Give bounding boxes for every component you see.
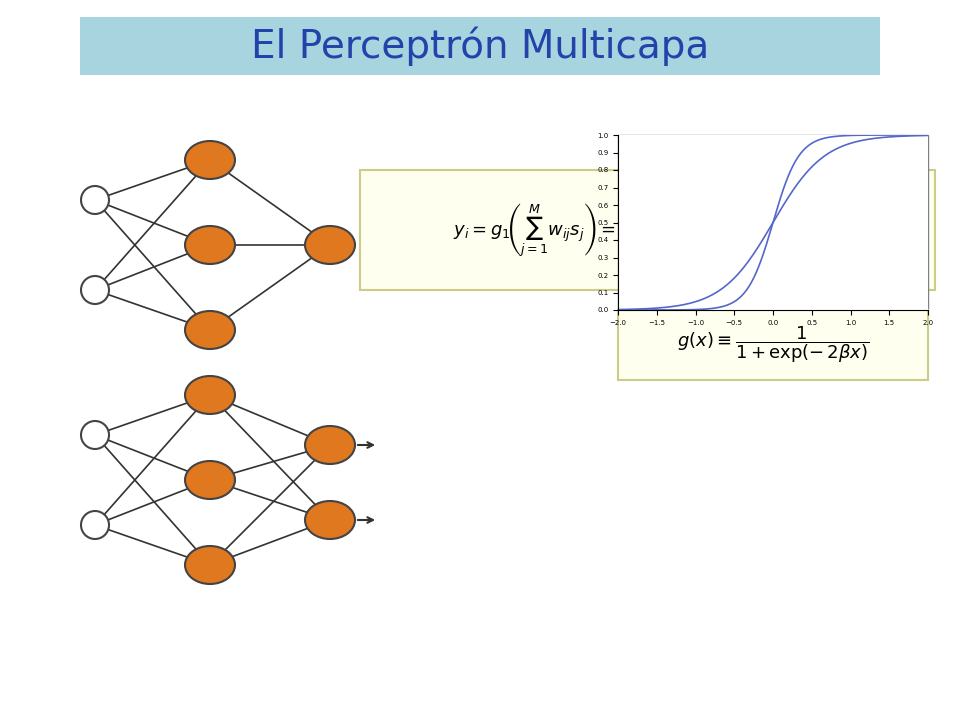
Circle shape	[81, 186, 109, 214]
Ellipse shape	[305, 226, 355, 264]
FancyBboxPatch shape	[618, 310, 928, 380]
Text: $g(x) \equiv \dfrac{1}{1+\exp(-\,2\beta x)}$: $g(x) \equiv \dfrac{1}{1+\exp(-\,2\beta …	[677, 325, 870, 365]
Ellipse shape	[185, 376, 235, 414]
Ellipse shape	[185, 546, 235, 584]
Circle shape	[81, 511, 109, 539]
Ellipse shape	[185, 141, 235, 179]
Text: El Perceptrón Multicapa: El Perceptrón Multicapa	[251, 26, 709, 66]
Circle shape	[81, 421, 109, 449]
Ellipse shape	[305, 426, 355, 464]
Circle shape	[81, 276, 109, 304]
FancyBboxPatch shape	[80, 17, 880, 75]
Ellipse shape	[185, 461, 235, 499]
FancyBboxPatch shape	[618, 135, 928, 310]
Text: $y_i = g_1\!\left(\sum_{j=1}^{M} w_{ij} s_j\right) = g_1\!\left(\sum_{j=1}^{M} w: $y_i = g_1\!\left(\sum_{j=1}^{M} w_{ij} …	[453, 201, 842, 259]
Ellipse shape	[305, 501, 355, 539]
Ellipse shape	[185, 311, 235, 349]
Ellipse shape	[185, 226, 235, 264]
FancyBboxPatch shape	[360, 170, 935, 290]
